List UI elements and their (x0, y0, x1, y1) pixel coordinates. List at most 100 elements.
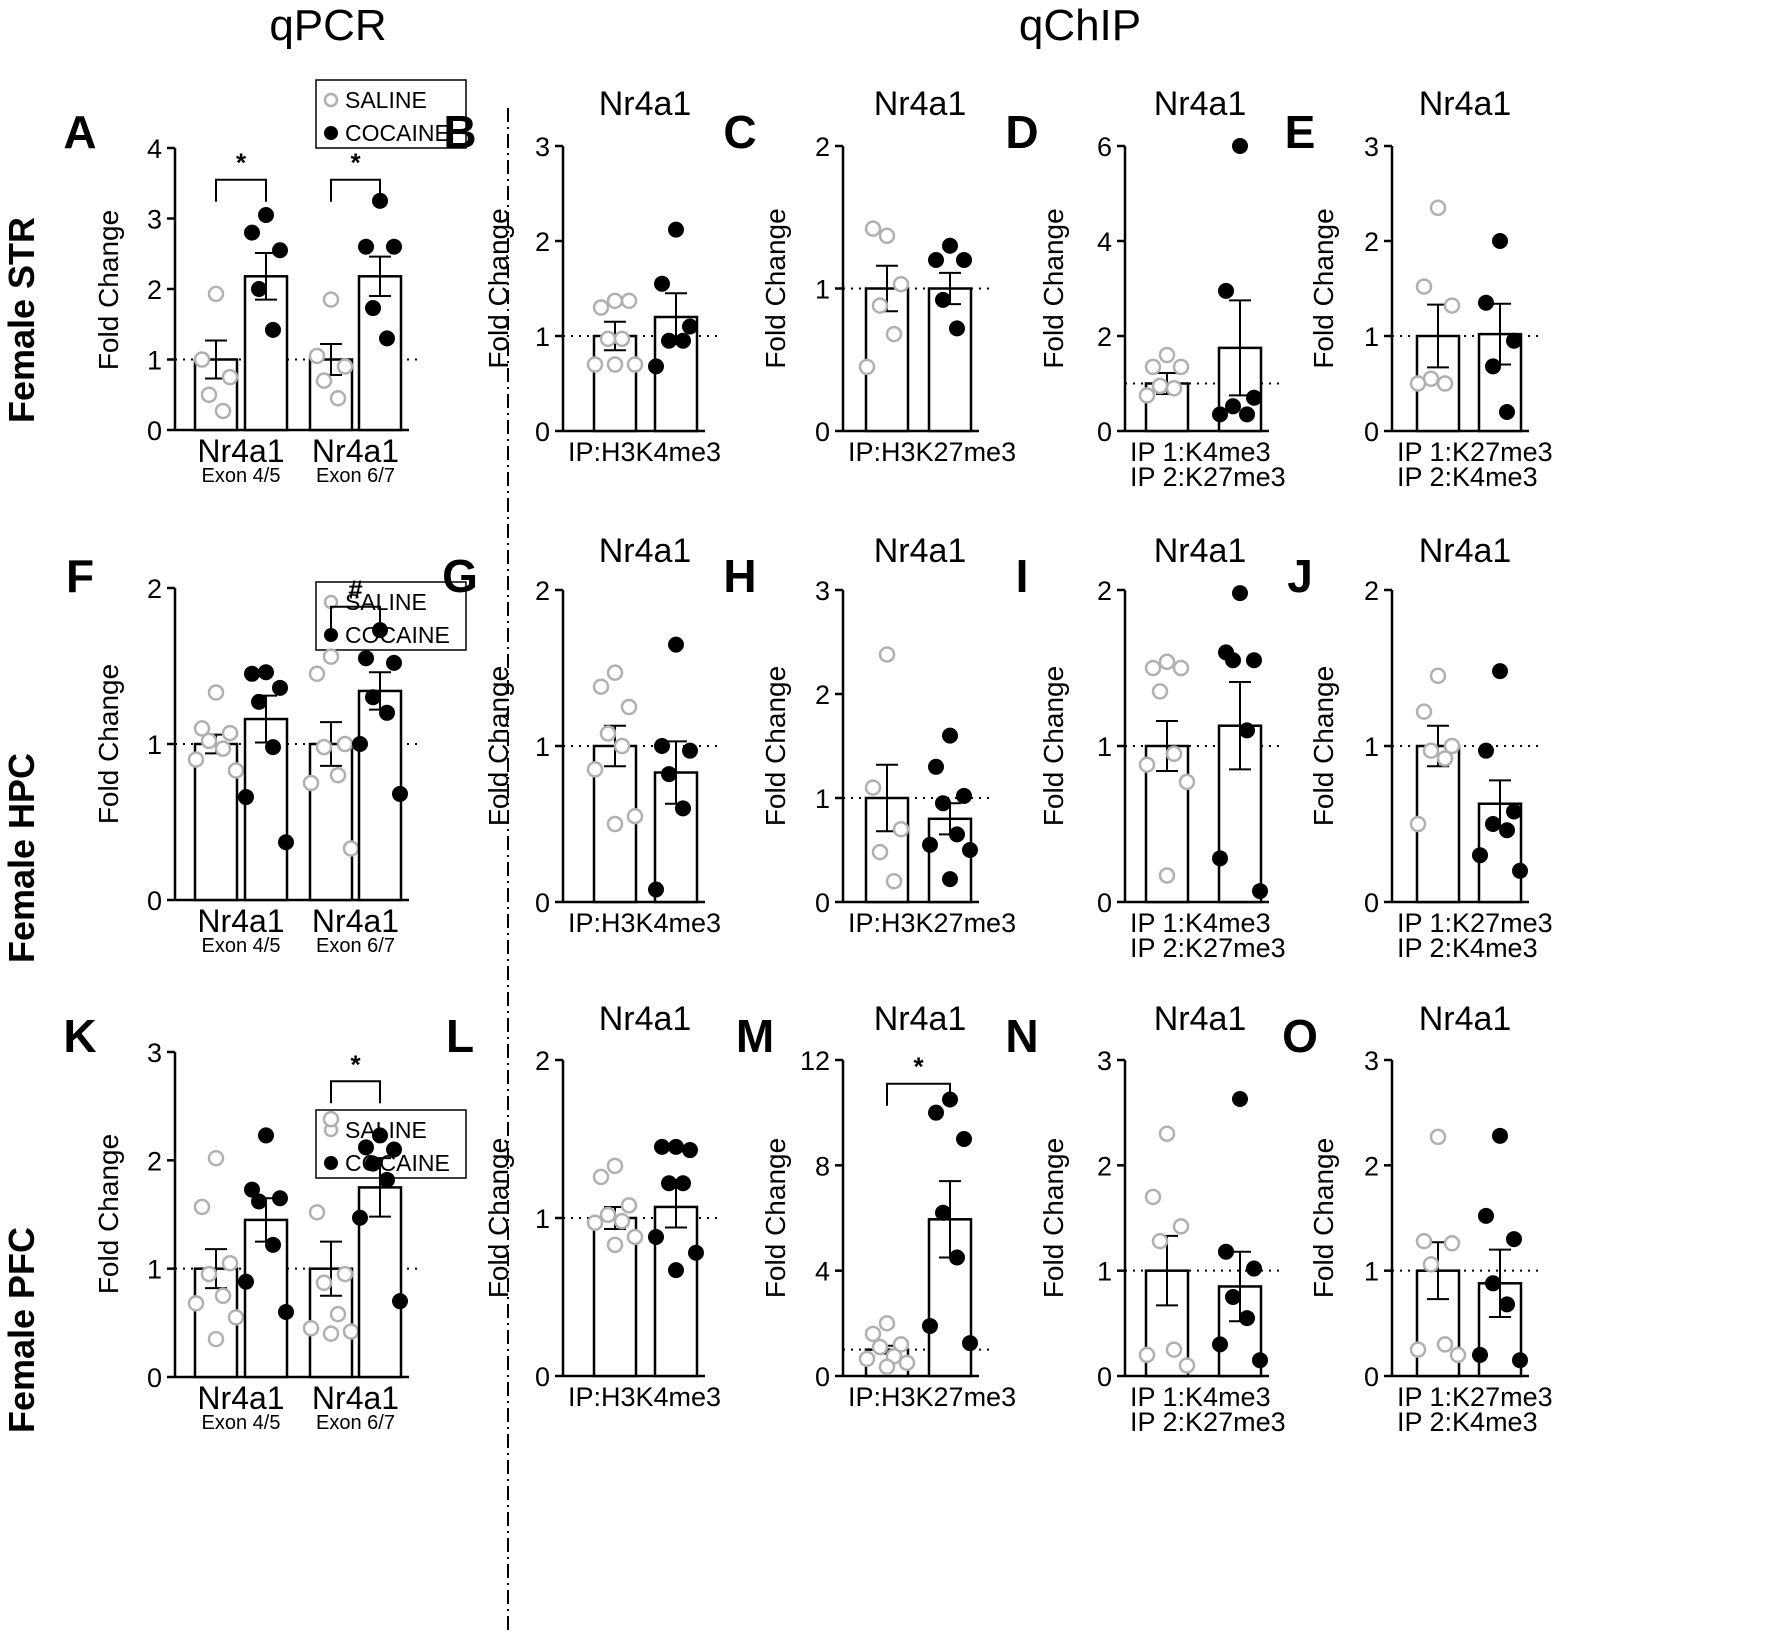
y-tick-label: 0 (535, 417, 550, 447)
data-point-cocaine (1212, 850, 1228, 867)
panel-title: Nr4a1 (1154, 1000, 1247, 1038)
x-axis-label: IP:H3K27me3 (848, 908, 1016, 938)
y-axis-label: Fold Change (1038, 666, 1069, 826)
data-point-saline (1144, 358, 1162, 376)
y-tick-label: 1 (1364, 732, 1379, 762)
data-point-cocaine (272, 679, 288, 696)
y-tick-label: 1 (1097, 732, 1112, 762)
data-point-saline (1158, 867, 1176, 884)
data-point-cocaine (386, 1141, 402, 1158)
data-point-saline (606, 292, 624, 310)
y-axis-label: Fold Change (1038, 208, 1069, 368)
data-point-saline (871, 297, 889, 314)
data-point-cocaine (1506, 1231, 1522, 1248)
data-point-saline (200, 732, 218, 750)
legend-cocaine-marker (324, 1156, 338, 1170)
x-axis-label: IP 1:K4me3 (1130, 908, 1271, 938)
data-point-saline (1158, 1125, 1176, 1142)
data-point-saline (187, 1295, 205, 1312)
y-axis-label: Fold Change (1308, 208, 1339, 368)
y-axis-label: Fold Change (93, 210, 124, 370)
data-point-saline (1151, 377, 1169, 395)
data-point-saline (315, 372, 333, 389)
y-tick-label: 12 (800, 1046, 830, 1076)
data-point-cocaine (682, 1142, 698, 1159)
data-point-cocaine (365, 1155, 381, 1172)
y-axis-label: Fold Change (1308, 1138, 1339, 1298)
data-point-saline (592, 678, 610, 695)
data-point-saline (1436, 1336, 1454, 1353)
data-point-saline (227, 762, 245, 779)
y-axis-label: Fold Change (483, 208, 514, 368)
y-tick-label: 3 (147, 205, 162, 235)
y-tick-label: 3 (535, 132, 550, 162)
data-point-cocaine (1246, 389, 1262, 406)
data-point-cocaine (238, 789, 254, 806)
data-point-saline (1178, 773, 1196, 791)
data-point-cocaine (661, 1175, 677, 1192)
data-point-cocaine (244, 224, 260, 241)
y-axis-label: Fold Change (93, 664, 124, 824)
data-point-saline (599, 725, 617, 742)
panel-title: Nr4a1 (874, 1000, 967, 1038)
data-point-cocaine (1492, 1127, 1508, 1144)
x-axis-label: IP 1:K4me3 (1130, 437, 1271, 467)
legend-saline-marker (323, 92, 339, 108)
data-point-saline (592, 299, 610, 316)
data-point-cocaine (935, 291, 951, 308)
data-point-cocaine (1218, 282, 1234, 299)
data-point-saline (1158, 346, 1176, 364)
x-category-sublabel: Exon 6/7 (316, 935, 395, 957)
data-point-saline (329, 766, 347, 784)
data-point-saline (308, 347, 326, 365)
data-point-cocaine (251, 693, 267, 710)
data-point-cocaine (956, 252, 972, 268)
data-point-saline (308, 1204, 326, 1221)
y-tick-label: 1 (535, 322, 550, 352)
panel-letter: M (736, 1010, 774, 1062)
panel-b: B Nr4a1 Fold Change 0 1 2 3 IP:H3K4me3 (443, 85, 721, 467)
data-point-cocaine (244, 665, 260, 682)
panel-letter: G (442, 550, 478, 602)
data-point-cocaine (675, 1175, 691, 1192)
data-point-cocaine (352, 736, 368, 752)
data-point-cocaine (1252, 1352, 1268, 1369)
data-point-saline (606, 815, 624, 833)
x-axis-label: IP:H3K4me3 (568, 1382, 721, 1412)
data-point-saline (1422, 742, 1440, 759)
panel-letter: F (66, 550, 94, 602)
y-axis-label: Fold Change (1038, 1138, 1069, 1298)
data-point-saline (1443, 297, 1461, 314)
data-point-cocaine (358, 1139, 374, 1156)
x-category-sublabel: Exon 4/5 (202, 1412, 281, 1434)
data-point-cocaine (949, 826, 965, 843)
y-tick-label: 2 (147, 1146, 162, 1176)
data-point-cocaine (661, 766, 677, 783)
data-point-cocaine (251, 281, 267, 297)
data-point-cocaine (1478, 294, 1494, 311)
data-point-cocaine (956, 1131, 972, 1147)
data-point-saline (1172, 358, 1190, 376)
data-point-saline (858, 358, 876, 376)
data-point-cocaine (278, 1304, 294, 1320)
legend-cocaine-label: COCAINE (345, 120, 450, 146)
y-tick-label: 3 (1097, 1046, 1112, 1076)
data-point-cocaine (648, 1228, 664, 1245)
panel-g: G Nr4a1 Fold Change 0 1 2 IP:H3K4me3 (442, 532, 721, 938)
significance-label: * (236, 148, 247, 178)
data-point-cocaine (1246, 652, 1262, 669)
data-point-cocaine (392, 785, 408, 802)
y-tick-label: 6 (1097, 132, 1112, 162)
data-point-cocaine (365, 300, 381, 317)
x-category-sublabel: Exon 4/5 (202, 935, 281, 957)
data-point-saline (342, 840, 360, 857)
data-point-cocaine (949, 1249, 965, 1266)
x-category-label: Nr4a1 (197, 433, 284, 469)
x-axis-label: IP 2:K27me3 (1130, 1407, 1286, 1437)
data-point-saline (606, 664, 624, 681)
data-point-saline (871, 843, 889, 861)
y-axis-label: Fold Change (760, 208, 791, 368)
y-tick-label: 4 (1097, 227, 1112, 257)
